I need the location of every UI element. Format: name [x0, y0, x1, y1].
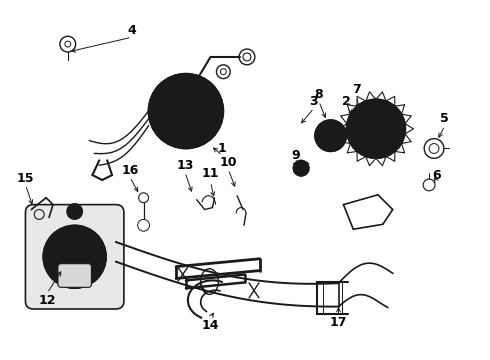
Text: 7: 7 [352, 83, 361, 96]
Text: 9: 9 [291, 149, 299, 162]
Circle shape [327, 132, 335, 140]
Text: 10: 10 [220, 156, 237, 169]
Circle shape [43, 225, 106, 288]
Text: 3: 3 [310, 95, 318, 108]
Circle shape [315, 120, 346, 152]
FancyBboxPatch shape [58, 264, 92, 287]
Text: 6: 6 [433, 168, 441, 181]
Circle shape [358, 111, 393, 147]
Text: 14: 14 [202, 319, 220, 332]
FancyBboxPatch shape [25, 204, 124, 309]
Text: 11: 11 [202, 167, 220, 180]
Text: 15: 15 [17, 171, 34, 185]
Text: 8: 8 [315, 88, 323, 101]
Text: 17: 17 [330, 316, 347, 329]
Circle shape [346, 99, 406, 158]
Text: 12: 12 [38, 294, 56, 307]
Circle shape [293, 160, 309, 176]
Text: 5: 5 [441, 112, 449, 125]
Circle shape [67, 204, 82, 219]
Circle shape [148, 74, 223, 148]
Circle shape [166, 91, 206, 131]
Text: 4: 4 [127, 24, 136, 37]
Text: 16: 16 [121, 164, 139, 177]
Text: 2: 2 [342, 95, 351, 108]
Text: 1: 1 [218, 142, 227, 155]
Text: 13: 13 [176, 159, 194, 172]
